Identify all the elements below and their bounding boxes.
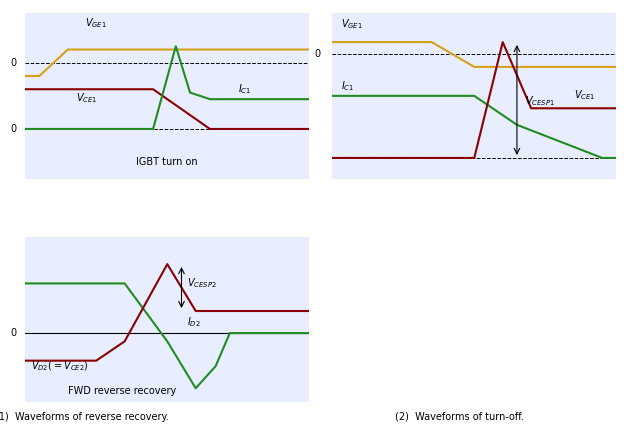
Text: $V_{CESP2}$: $V_{CESP2}$: [187, 276, 217, 290]
Text: FWD reverse recovery: FWD reverse recovery: [68, 386, 176, 396]
Text: 0: 0: [314, 49, 321, 59]
Text: (1)  Waveforms of reverse recovery.: (1) Waveforms of reverse recovery.: [0, 412, 169, 422]
Text: $I_{D2}$: $I_{D2}$: [187, 315, 201, 329]
Text: 0: 0: [11, 124, 16, 134]
Text: 0: 0: [11, 328, 16, 338]
Text: $V_{CE1}$: $V_{CE1}$: [76, 91, 97, 104]
Text: 0: 0: [11, 58, 16, 68]
Text: $V_{CE1}$: $V_{CE1}$: [574, 88, 595, 102]
Text: $V_{GE1}$: $V_{GE1}$: [86, 16, 107, 30]
Text: $I_{C1}$: $I_{C1}$: [238, 83, 252, 96]
Text: $V_{D2}(=V_{CE2})$: $V_{D2}(=V_{CE2})$: [31, 359, 89, 373]
Text: $V_{CESP1}$: $V_{CESP1}$: [525, 94, 555, 108]
Text: $V_{GE1}$: $V_{GE1}$: [341, 17, 362, 31]
Text: (2)  Waveforms of turn-off.: (2) Waveforms of turn-off.: [395, 412, 523, 422]
Text: $I_{C1}$: $I_{C1}$: [341, 80, 354, 94]
Text: IGBT turn on: IGBT turn on: [136, 157, 198, 167]
